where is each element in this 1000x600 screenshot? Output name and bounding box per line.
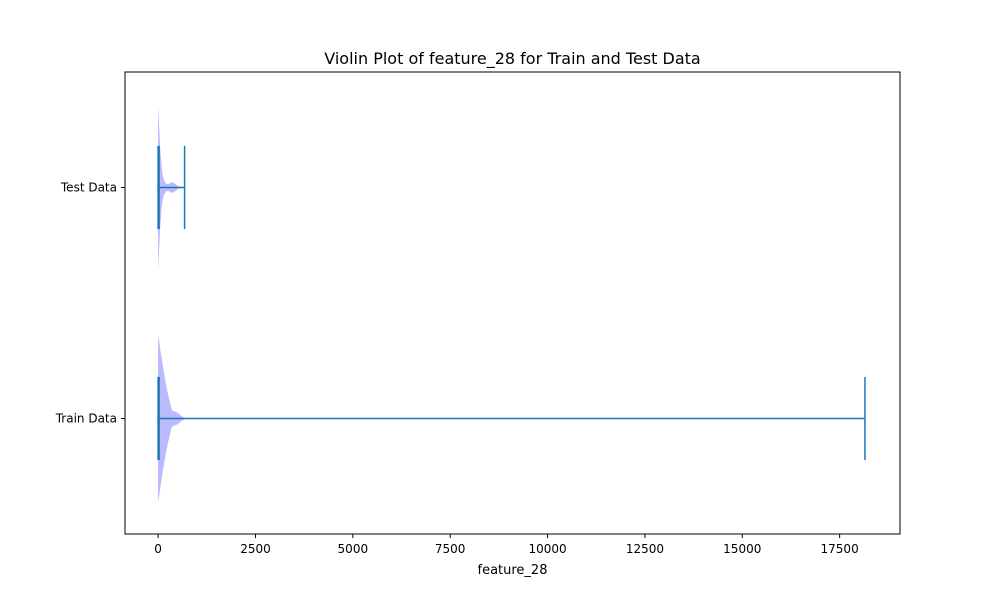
x-tick-label: 10000: [528, 542, 566, 556]
x-tick-label: 15000: [723, 542, 761, 556]
x-tick-label: 7500: [435, 542, 466, 556]
y-tick-label: Test Data: [60, 181, 117, 195]
x-tick-label: 12500: [626, 542, 664, 556]
chart-title: Violin Plot of feature_28 for Train and …: [324, 49, 700, 69]
x-tick-label: 17500: [821, 542, 859, 556]
plot-frame: [124, 71, 901, 535]
x-tick-label: 0: [154, 542, 162, 556]
x-axis-label: feature_28: [478, 563, 548, 578]
y-tick-label: Train Data: [55, 412, 117, 426]
stats-layer: [157, 145, 866, 461]
y-axis-ticks: Train Data Test Data: [55, 181, 125, 426]
violin-layer: [158, 104, 186, 502]
x-axis-ticks: 0 2500 5000 7500 10000 12500 15000 17500: [154, 534, 859, 556]
x-tick-label: 5000: [338, 542, 369, 556]
x-tick-label: 2500: [240, 542, 271, 556]
